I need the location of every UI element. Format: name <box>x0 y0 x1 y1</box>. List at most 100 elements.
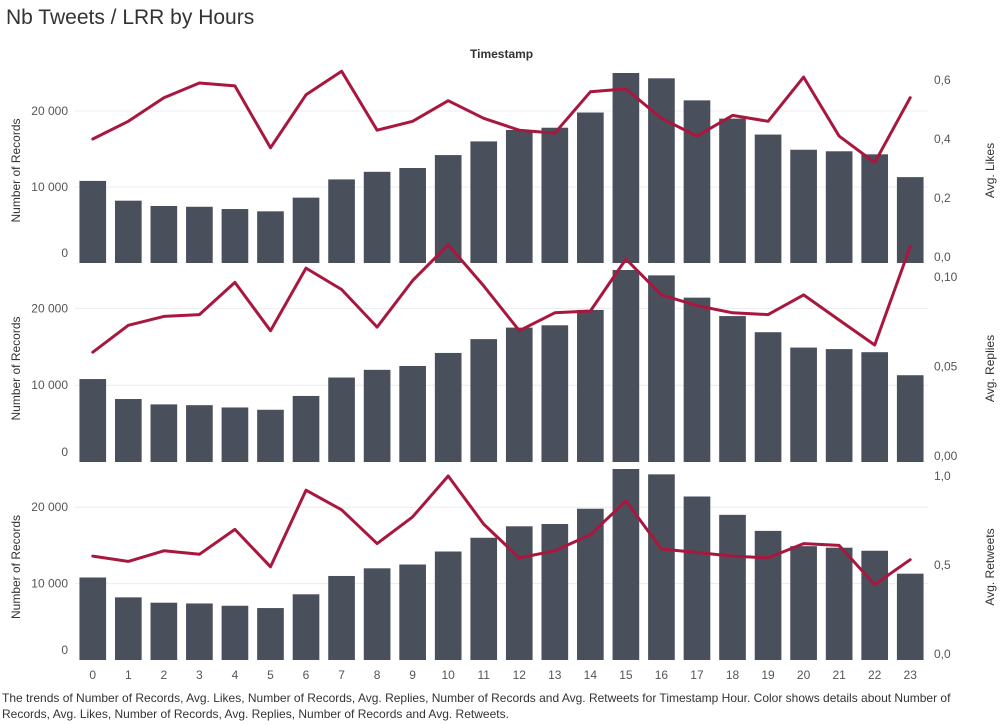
bar <box>150 206 178 263</box>
bar <box>434 352 462 462</box>
y-axis-label-left: Number of Records <box>9 316 23 420</box>
x-tick-label: 3 <box>196 668 203 682</box>
y-tick-right: 0,00 <box>934 449 958 463</box>
bar <box>825 151 853 263</box>
bar <box>754 134 782 263</box>
y-tick-left: 20 000 <box>31 104 68 118</box>
x-tick-label: 22 <box>868 668 882 682</box>
bar <box>505 130 533 263</box>
y-tick-right: 0,2 <box>934 191 951 205</box>
bar <box>577 112 604 264</box>
bar <box>328 575 355 660</box>
bar <box>257 608 284 660</box>
bar <box>683 297 711 462</box>
x-tick-label: 10 <box>442 668 456 682</box>
y-axis-label-left: Number of Records <box>9 118 23 222</box>
bar <box>186 405 213 462</box>
x-tick-label: 11 <box>477 668 490 682</box>
bar <box>719 316 746 462</box>
y-tick-left: 0 <box>61 643 68 657</box>
x-tick-label: 16 <box>655 668 669 682</box>
bar <box>470 537 498 660</box>
column-header: Timestamp <box>470 47 534 61</box>
bar <box>221 407 249 462</box>
x-tick-label: 4 <box>232 668 239 682</box>
y-tick-left: 20 000 <box>31 500 68 514</box>
x-tick-label: 13 <box>548 668 562 682</box>
bar <box>825 349 853 462</box>
bar <box>363 568 391 660</box>
chart-title: Nb Tweets / LRR by Hours <box>6 6 255 29</box>
y-tick-left: 10 000 <box>31 378 68 392</box>
x-tick-label: 17 <box>690 668 704 682</box>
y-axis-label-right: Avg. Likes <box>983 143 997 198</box>
x-tick-label: 2 <box>161 668 168 682</box>
bar <box>186 206 213 263</box>
bar <box>683 496 711 660</box>
bar <box>754 530 782 660</box>
bar <box>541 524 569 660</box>
bar <box>114 597 142 660</box>
bar <box>292 594 320 660</box>
bar <box>612 270 640 462</box>
y-tick-right: 0,5 <box>934 558 951 572</box>
bar <box>328 377 355 462</box>
y-tick-right: 1,0 <box>934 469 951 483</box>
bar <box>505 327 533 462</box>
y-axis-label-right: Avg. Retweets <box>983 528 997 605</box>
bar <box>434 551 462 660</box>
y-tick-left: 10 000 <box>31 180 68 194</box>
bar <box>790 546 817 660</box>
x-tick-label: 15 <box>619 668 633 682</box>
y-tick-right: 0,4 <box>934 132 951 146</box>
bar <box>896 573 924 660</box>
bar <box>79 577 107 660</box>
bar <box>683 100 711 263</box>
bar <box>612 73 640 263</box>
bar <box>79 379 107 462</box>
series-line <box>91 243 912 354</box>
bar <box>221 209 249 263</box>
bar <box>861 550 889 660</box>
x-tick-label: 1 <box>125 668 132 682</box>
bar <box>257 211 284 263</box>
bar <box>612 469 640 660</box>
bar <box>363 171 391 263</box>
bar <box>790 149 817 263</box>
bar <box>363 369 391 462</box>
y-tick-left: 20 000 <box>31 301 68 315</box>
bar <box>399 366 426 462</box>
series-line <box>91 69 912 165</box>
bar <box>861 352 889 462</box>
series-line <box>91 474 912 587</box>
bar <box>719 118 746 263</box>
x-tick-label: 5 <box>267 668 274 682</box>
x-tick-label: 7 <box>338 668 345 682</box>
x-tick-label: 19 <box>761 668 775 682</box>
x-tick-label: 12 <box>513 668 527 682</box>
y-tick-right: 0,05 <box>934 360 958 374</box>
y-axis-label-right: Avg. Replies <box>983 335 997 402</box>
y-tick-right: 0,0 <box>934 250 951 264</box>
bar <box>648 474 675 660</box>
bar <box>470 141 498 263</box>
bar <box>505 526 533 660</box>
bar <box>221 605 249 660</box>
bar <box>186 603 213 660</box>
bar <box>79 180 107 263</box>
y-tick-right: 0,10 <box>934 270 958 284</box>
bar <box>577 508 604 660</box>
x-tick-label: 14 <box>584 668 598 682</box>
x-tick-label: 21 <box>832 668 846 682</box>
bar <box>541 325 569 462</box>
bar <box>719 514 746 660</box>
bar <box>399 168 426 263</box>
bar <box>399 564 426 660</box>
y-tick-left: 0 <box>61 246 68 260</box>
bar <box>541 127 569 263</box>
bar <box>114 399 142 462</box>
x-tick-label: 9 <box>409 668 416 682</box>
bar <box>150 404 178 462</box>
bar <box>328 179 355 263</box>
